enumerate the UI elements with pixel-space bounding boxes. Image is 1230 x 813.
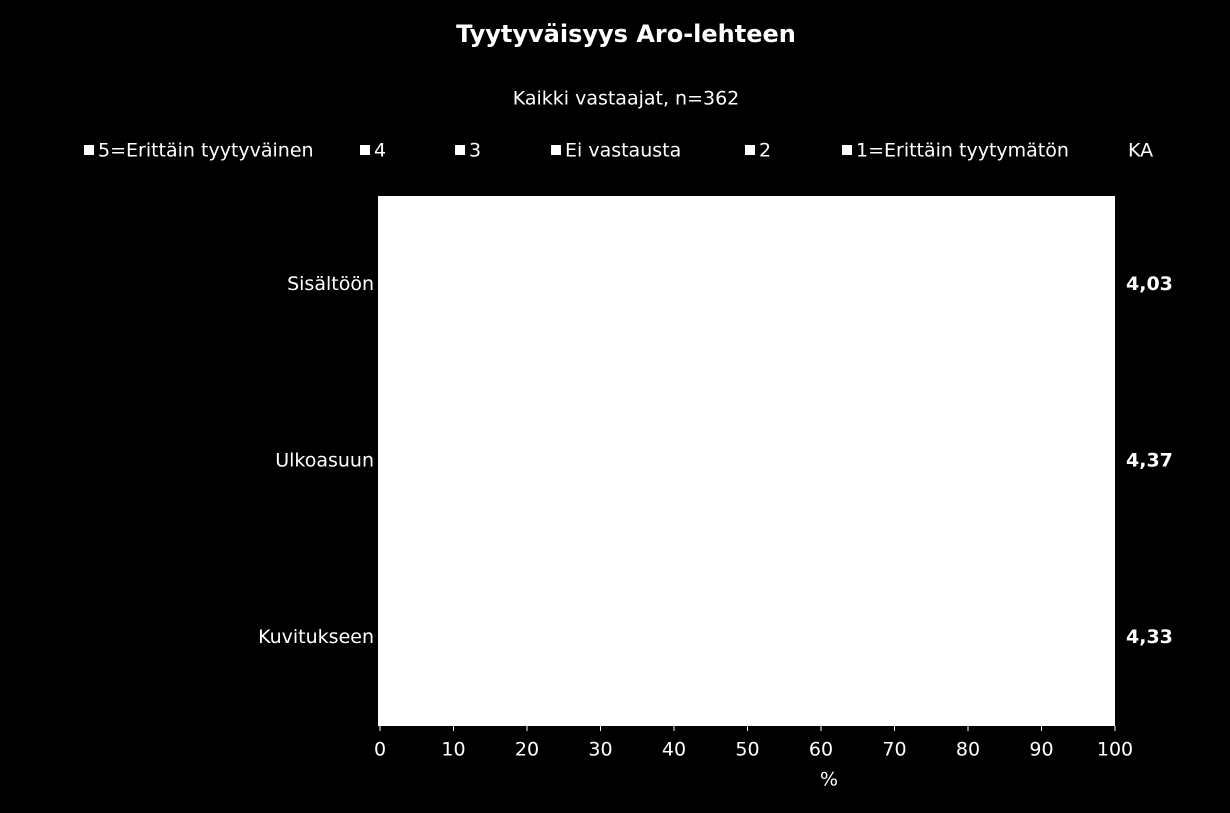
bar-segment <box>1107 408 1115 514</box>
chart-subtitle: Kaikki vastaajat, n=362 <box>513 88 740 110</box>
x-tick-label: 30 <box>588 739 612 761</box>
bar-segment <box>1100 231 1115 338</box>
bar-segment <box>1092 231 1101 338</box>
bar-segment <box>1048 584 1101 691</box>
legend-marker <box>842 145 852 155</box>
bar-segment <box>688 584 1049 691</box>
x-tick-label: 50 <box>735 739 759 761</box>
value-label: 4,03 <box>1126 273 1173 295</box>
bar-segment <box>975 231 1093 338</box>
value-label: 4,37 <box>1126 450 1173 472</box>
legend-marker <box>551 145 561 155</box>
x-tick-label: 70 <box>882 739 906 761</box>
y-tick-label: Sisältöön <box>287 273 374 295</box>
bar-segment <box>380 408 711 514</box>
x-tick-label: 80 <box>956 739 980 761</box>
value-label: 4,33 <box>1126 626 1173 648</box>
x-tick-label: 20 <box>515 739 539 761</box>
x-tick-label: 10 <box>441 739 465 761</box>
bar-segment <box>380 584 689 691</box>
x-tick-label: 60 <box>809 739 833 761</box>
x-axis-label: % <box>820 769 838 791</box>
x-tick-label: 90 <box>1029 739 1053 761</box>
legend-label: Ei vastausta <box>565 140 681 162</box>
bar-segment <box>710 408 1057 514</box>
legend-label: 5=Erittäin tyytyväinen <box>98 140 314 162</box>
legend-marker <box>84 145 94 155</box>
legend-label: 2 <box>759 140 771 162</box>
x-tick-label: 40 <box>662 739 686 761</box>
legend-label: 1=Erittäin tyytymätön <box>856 140 1069 162</box>
legend-label: 3 <box>469 140 481 162</box>
legend-label: KA <box>1128 140 1153 162</box>
bar-segment <box>1056 408 1101 514</box>
legend-label: 4 <box>374 140 386 162</box>
bar-segment <box>380 231 564 338</box>
legend-marker <box>455 145 465 155</box>
y-tick-label: Ulkoasuun <box>275 450 374 472</box>
x-tick-label: 100 <box>1097 739 1133 761</box>
y-tick-label: Kuvitukseen <box>258 626 374 648</box>
chart-title: Tyytyväisyys Aro-lehteen <box>456 20 796 48</box>
bar-segment <box>1100 408 1108 514</box>
legend-marker <box>745 145 755 155</box>
bar-segment <box>1107 584 1115 691</box>
bar-segment <box>563 231 976 338</box>
x-tick-label: 0 <box>374 739 386 761</box>
legend-marker <box>360 145 370 155</box>
bar-segment <box>1100 584 1108 691</box>
